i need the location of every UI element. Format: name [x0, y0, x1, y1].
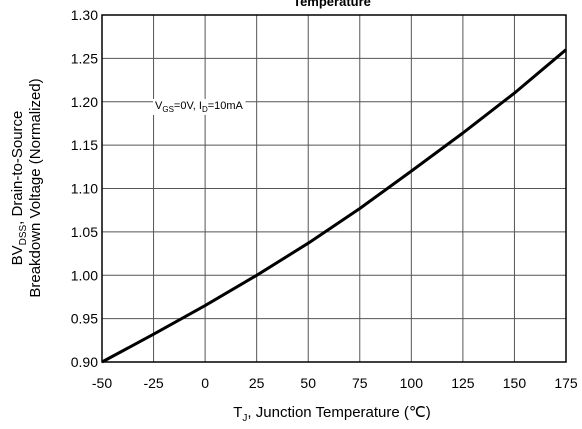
y-axis-label-rest: , Drain-to-Source: [9, 111, 26, 225]
annotation-background: [153, 99, 246, 115]
annotation-v: V: [155, 100, 163, 112]
condition-annotation: VGS=0V, ID=10mA: [155, 100, 244, 114]
grid-lines: [102, 15, 566, 362]
y-tick-label: 1.10: [71, 181, 98, 197]
x-tick-label: 100: [400, 375, 424, 391]
annotation-v-sub: GS: [162, 105, 174, 114]
chart-title: Temperature: [293, 0, 371, 9]
y-tick-label: 1.25: [71, 50, 98, 66]
x-tick-label: 75: [352, 375, 368, 391]
series-line: [101, 48, 567, 364]
x-tick-labels: -50 -25 0 25 50 75 100 125 150 175: [92, 375, 578, 391]
x-tick-label: 25: [249, 375, 265, 391]
y-axis-label-main: BV: [9, 245, 26, 265]
annotation-i-sub: D: [202, 105, 208, 114]
x-tick-label: 150: [503, 375, 527, 391]
y-tick-label: 1.30: [71, 7, 98, 23]
y-tick-label: 0.95: [71, 311, 98, 327]
x-tick-label: 125: [451, 375, 475, 391]
y-tick-label: 1.15: [71, 137, 98, 153]
y-tick-label: 1.20: [71, 94, 98, 110]
x-axis-label-sub: J: [242, 413, 247, 424]
x-axis-label-main: T: [233, 404, 242, 421]
x-tick-label: 50: [300, 375, 316, 391]
y-axis-label-sub: DSS: [18, 224, 29, 245]
y-tick-label: 1.00: [71, 267, 98, 283]
x-tick-label: 0: [201, 375, 209, 391]
x-tick-label: 175: [554, 375, 578, 391]
x-tick-label: -50: [92, 375, 112, 391]
x-axis-label-rest: , Junction Temperature (℃): [247, 404, 430, 421]
y-axis-label-line1: BVDSS, Drain-to-Source: [9, 111, 29, 266]
y-tick-label: 0.90: [71, 354, 98, 370]
x-axis-label: TJ, Junction Temperature (℃): [233, 404, 430, 424]
y-tick-labels: 0.90 0.95 1.00 1.05 1.10 1.15 1.20 1.25 1.30: [71, 7, 98, 370]
annotation-v-rest: =0V, I: [174, 100, 202, 112]
y-axis-label-line2: Breakdown Voltage (Normalized): [27, 78, 44, 297]
y-axis-label: BVDSS, Drain-to-Source Breakdown Voltage…: [9, 78, 44, 297]
series-layer: [101, 48, 567, 364]
y-tick-label: 1.05: [71, 224, 98, 240]
x-tick-label: -25: [143, 375, 163, 391]
annotation-i-rest: =10mA: [208, 100, 244, 112]
plot-frame: [101, 14, 567, 363]
